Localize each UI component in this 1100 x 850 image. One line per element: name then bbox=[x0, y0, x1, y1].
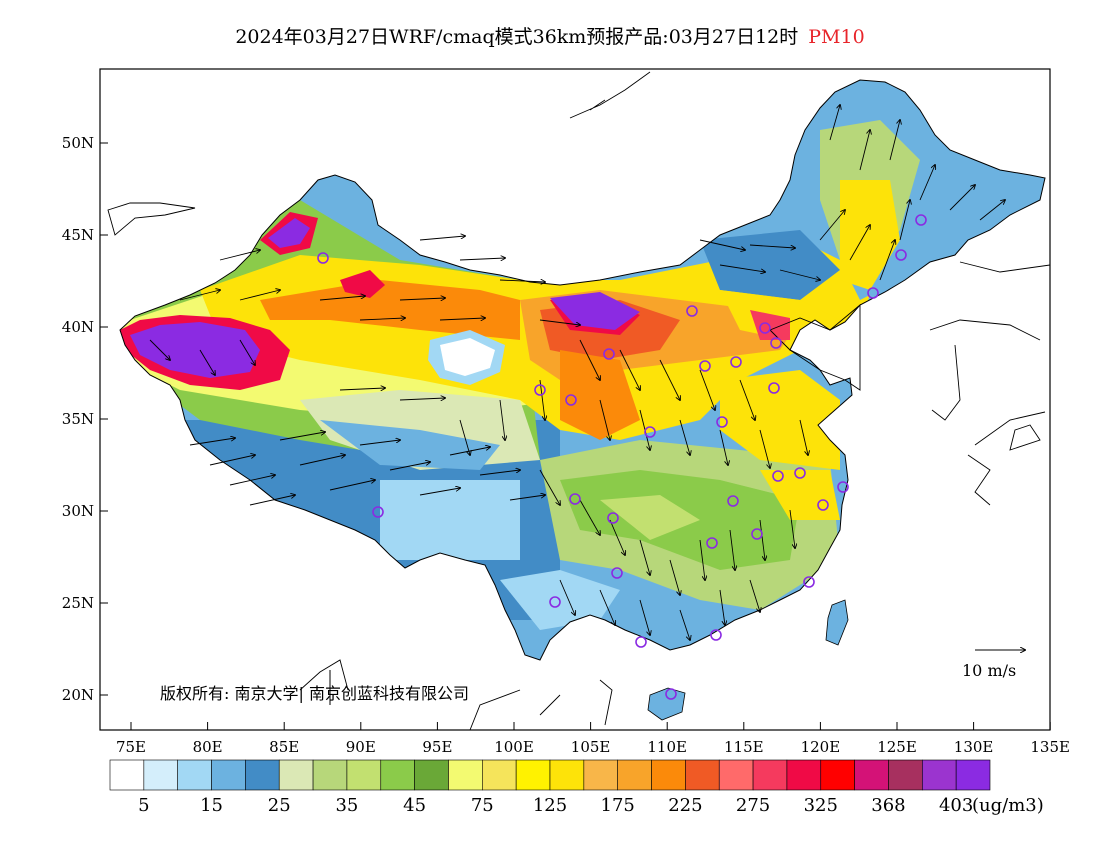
colorbar-swatch bbox=[346, 759, 382, 791]
colorbar-swatch bbox=[820, 759, 855, 791]
colorbar-swatch bbox=[718, 759, 754, 791]
colorbar-swatch bbox=[211, 759, 246, 791]
colorbar-swatch bbox=[685, 759, 720, 791]
colorbar-swatch bbox=[109, 759, 145, 791]
colorbar-tick-label: 35 bbox=[335, 795, 359, 816]
longitude-axis: 75E 80E 85E 90E 95E 100E 105E 110E 115E 120E 125E 1… bbox=[116, 722, 1070, 756]
colorbar-tick-label: 225 bbox=[668, 795, 703, 816]
colorbar-swatch bbox=[143, 759, 178, 791]
colorbar-tick-label: 125 bbox=[532, 795, 568, 816]
colorbar-swatch bbox=[245, 759, 280, 791]
china-border bbox=[119, 79, 1046, 661]
lon-tick-label: 100E bbox=[494, 738, 534, 756]
colorbar-swatch bbox=[312, 759, 348, 791]
colorbar-swatch bbox=[583, 759, 618, 791]
lon-tick-label: 95E bbox=[422, 738, 452, 756]
colorbar-swatch bbox=[786, 759, 822, 791]
colorbar-swatch bbox=[752, 759, 788, 791]
lat-tick-label: 30N bbox=[62, 502, 94, 520]
lat-tick-label: 25N bbox=[62, 594, 94, 612]
colorbar-swatch bbox=[617, 759, 652, 791]
colorbar-swatch bbox=[922, 759, 957, 791]
lon-tick-label: 115E bbox=[724, 738, 764, 756]
lat-tick-label: 20N bbox=[62, 686, 94, 704]
colorbar-swatch bbox=[515, 759, 551, 791]
lon-tick-label: 125E bbox=[877, 738, 917, 756]
colorbar-swatch bbox=[955, 759, 991, 791]
lon-tick-label: 75E bbox=[116, 738, 146, 756]
lat-tick-label: 50N bbox=[62, 134, 94, 152]
lon-tick-label: 120E bbox=[801, 738, 841, 756]
lon-tick-label: 135E bbox=[1030, 738, 1070, 756]
colorbar-swatch bbox=[177, 759, 212, 791]
map-frame bbox=[99, 68, 1051, 731]
lat-tick-label: 40N bbox=[62, 318, 94, 336]
lat-tick-label: 45N bbox=[62, 226, 94, 244]
colorbar-tick-label: 325 bbox=[803, 795, 838, 816]
lon-tick-label: 90E bbox=[346, 738, 376, 756]
colorbar-swatch bbox=[278, 759, 314, 791]
latitude-axis: 50N 45N 40N 35N 30N 25N 20N bbox=[62, 134, 108, 704]
colorbar-swatch bbox=[549, 759, 585, 791]
colorbar-swatch bbox=[888, 759, 923, 791]
wind-vectors bbox=[149, 105, 1005, 640]
colorbar-unit: (ug/m3) bbox=[972, 795, 1044, 816]
colorbar-tick-label: 175 bbox=[600, 795, 635, 816]
colorbar-tick-label: 45 bbox=[403, 795, 427, 816]
lat-tick-label: 35N bbox=[62, 410, 94, 428]
lon-tick-label: 110E bbox=[647, 738, 687, 756]
colorbar-tick-label: 5 bbox=[138, 795, 150, 816]
colorbar-tick-label: 25 bbox=[267, 795, 291, 816]
lon-tick-label: 130E bbox=[954, 738, 994, 756]
station-markers bbox=[317, 214, 927, 700]
colorbar-swatch bbox=[414, 759, 449, 791]
lon-tick-label: 85E bbox=[269, 738, 299, 756]
colorbar-swatch bbox=[651, 759, 686, 791]
title-variable: PM10 bbox=[808, 26, 865, 48]
colorbar-swatch bbox=[482, 759, 517, 791]
colorbar-tick-label: 368 bbox=[871, 795, 906, 816]
title-main: 2024年03月27日WRF/cmaq模式36km预报产品:03月27日12时 bbox=[235, 26, 799, 48]
colorbar-tick-label: 275 bbox=[735, 795, 771, 816]
reference-vector-label: 10 m/s bbox=[962, 661, 1017, 680]
copyright-notice: 版权所有: 南京大学| 南京创蓝科技有限公司 bbox=[160, 684, 469, 703]
map-title: 2024年03月27日WRF/cmaq模式36km预报产品:03月27日12时 P… bbox=[0, 22, 1100, 49]
colorbar-swatch bbox=[448, 759, 483, 791]
taiwan-island bbox=[825, 599, 849, 646]
lon-tick-label: 80E bbox=[193, 738, 223, 756]
colorbar-swatch bbox=[380, 759, 415, 791]
colorbar-tick-label: 15 bbox=[200, 795, 223, 816]
colorbar-tick-label: 403 bbox=[938, 795, 974, 816]
lon-tick-label: 105E bbox=[571, 738, 611, 756]
colorbar-swatch bbox=[854, 759, 889, 791]
colorbar bbox=[109, 759, 991, 791]
colorbar-tick-label: 75 bbox=[470, 795, 494, 816]
